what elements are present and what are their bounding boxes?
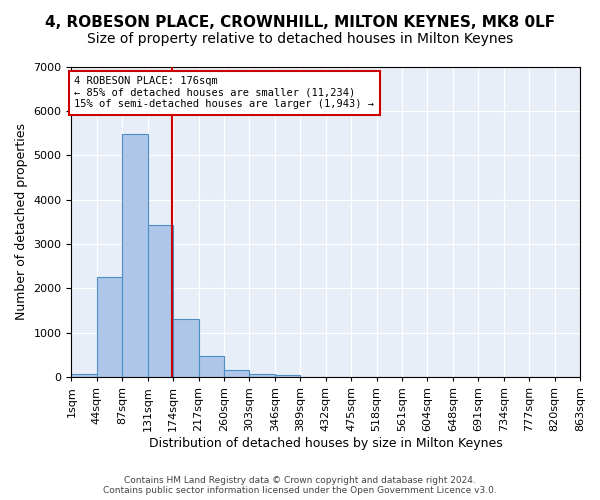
Bar bbox=[250, 374, 275, 378]
Y-axis label: Number of detached properties: Number of detached properties bbox=[15, 124, 28, 320]
Bar bbox=[97, 276, 122, 378]
Text: 4, ROBESON PLACE, CROWNHILL, MILTON KEYNES, MK8 0LF: 4, ROBESON PLACE, CROWNHILL, MILTON KEYN… bbox=[45, 15, 555, 30]
Bar bbox=[224, 370, 250, 378]
Bar bbox=[148, 224, 173, 378]
Text: Size of property relative to detached houses in Milton Keynes: Size of property relative to detached ho… bbox=[87, 32, 513, 46]
Text: Contains HM Land Registry data © Crown copyright and database right 2024.
Contai: Contains HM Land Registry data © Crown c… bbox=[103, 476, 497, 495]
Text: 4 ROBESON PLACE: 176sqm
← 85% of detached houses are smaller (11,234)
15% of sem: 4 ROBESON PLACE: 176sqm ← 85% of detache… bbox=[74, 76, 374, 110]
Bar bbox=[71, 374, 97, 378]
Bar bbox=[199, 356, 224, 378]
Bar bbox=[173, 319, 199, 378]
X-axis label: Distribution of detached houses by size in Milton Keynes: Distribution of detached houses by size … bbox=[149, 437, 503, 450]
Bar bbox=[275, 375, 300, 378]
Bar bbox=[122, 134, 148, 378]
